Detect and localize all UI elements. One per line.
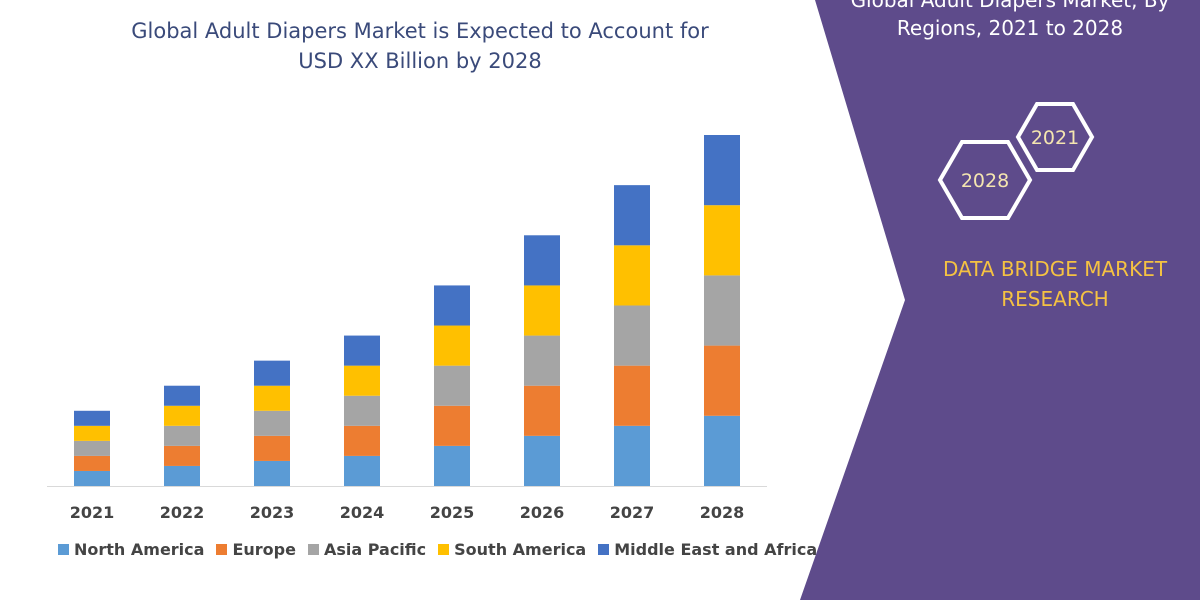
bar-segment	[74, 410, 110, 426]
bar-segment	[164, 425, 200, 446]
legend: North America Europe Asia Pacific South Ame…	[58, 540, 817, 559]
legend-item: Asia Pacific	[307, 540, 427, 559]
bar-segment	[74, 470, 110, 486]
bar-segment	[74, 425, 110, 441]
bar-segment	[434, 285, 470, 326]
side-panel	[800, 0, 1200, 600]
chart-title: Global Adult Diapers Market is Expected …	[131, 19, 709, 73]
x-tick-label: 2023	[250, 503, 295, 522]
bar-segment	[614, 425, 650, 486]
legend-item: Europe	[216, 540, 296, 559]
hexagon	[937, 140, 1033, 220]
legend-swatch	[598, 544, 610, 555]
legend-label: South America	[454, 540, 587, 559]
bar-segment	[254, 410, 290, 436]
bar-segment	[434, 325, 470, 366]
bar-segment	[704, 415, 740, 486]
bar-segment	[164, 445, 200, 466]
legend-swatch	[438, 544, 450, 555]
bar-segment	[614, 245, 650, 306]
x-tick-label: 2028	[700, 503, 745, 522]
legend-item: South America	[438, 540, 586, 559]
legend-label: Asia Pacific	[323, 540, 427, 559]
x-tick-label: 2022	[160, 503, 205, 522]
bar-segment	[254, 360, 290, 386]
bar-segment	[164, 385, 200, 406]
bar-segment	[434, 445, 470, 486]
bar-segment	[164, 465, 200, 486]
x-tick-label: 2026	[520, 503, 565, 522]
bar-segment	[254, 460, 290, 486]
legend-item: Middle East and Africa	[598, 540, 817, 559]
bar-segment	[344, 365, 380, 396]
bar-segment	[434, 405, 470, 446]
legend-swatch	[58, 544, 69, 555]
bar-segment	[74, 455, 110, 471]
x-tick-label: 2024	[340, 503, 385, 522]
bar-segment	[254, 385, 290, 411]
bar-segment	[344, 455, 380, 486]
brand: DATA BRIDGE MARKET RESEARCH	[942, 257, 1168, 311]
bar-segment	[614, 305, 650, 366]
hexagon-label: 2028	[961, 170, 1009, 192]
bar-segment	[344, 425, 380, 456]
bar-segment	[524, 435, 560, 486]
legend-swatch	[216, 544, 228, 555]
legend-swatch	[307, 544, 319, 555]
bar-segment	[344, 335, 380, 366]
bar-segment	[524, 235, 560, 286]
panel-title: Global Adult Diapers Market, By Regions,…	[850, 0, 1170, 40]
legend-item: North America	[58, 540, 204, 559]
bar-segment	[704, 345, 740, 416]
bar-segment	[614, 365, 650, 426]
bar-segment	[524, 385, 560, 436]
bar-segment	[704, 135, 740, 206]
bar-segment	[344, 395, 380, 426]
x-tick-label: 2025	[430, 503, 475, 522]
bar-segment	[614, 185, 650, 246]
hexagon-label: 2021	[1031, 127, 1079, 149]
legend-label: Europe	[232, 540, 296, 559]
legend-label: Middle East and Africa	[614, 540, 818, 559]
bar-segment	[254, 435, 290, 461]
bar-segment	[164, 405, 200, 426]
x-tick-label: 2021	[70, 503, 115, 522]
hexagon	[1015, 102, 1095, 172]
x-tick-label: 2027	[610, 503, 655, 522]
legend-label: North America	[74, 540, 205, 559]
bar-segment	[524, 335, 560, 386]
bar-segment	[704, 205, 740, 276]
bar-segment	[74, 440, 110, 456]
bar-segment	[704, 275, 740, 346]
bar-segment	[524, 285, 560, 336]
bar-segment	[434, 365, 470, 406]
